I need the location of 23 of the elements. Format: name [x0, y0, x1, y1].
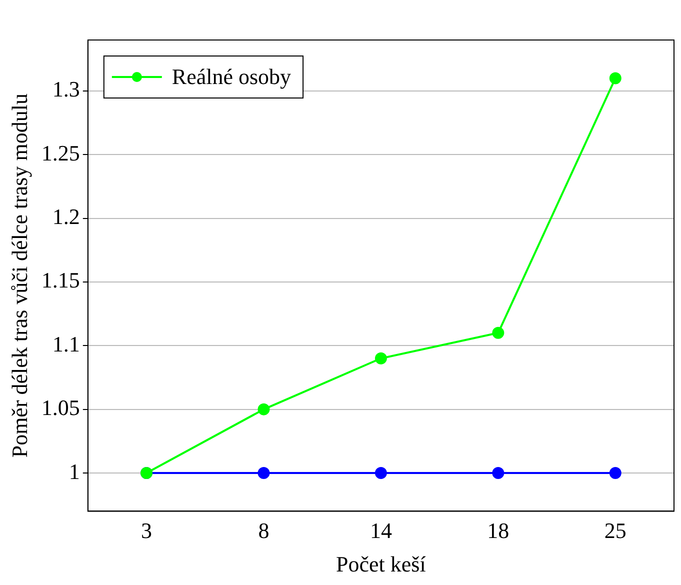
point [609, 466, 622, 479]
point [492, 466, 504, 479]
y-axis-title: Poměr délek tras vůči délce trasy modulu [6, 94, 32, 458]
point [258, 466, 270, 479]
x-tick-label: 3 [141, 518, 152, 544]
y-tick-label: 1.25 [41, 140, 80, 166]
y-tick-label: 1.05 [41, 395, 80, 420]
y-tick-label: 1.2 [52, 204, 80, 230]
point [374, 466, 387, 479]
point [492, 326, 504, 339]
x-axis-title: Počet keší [336, 552, 426, 577]
x-tick-label: 14 [370, 518, 392, 544]
y-tick-label: 1 [68, 458, 80, 484]
y-tick-label: 1.1 [52, 331, 80, 356]
y-tick-label: 1.15 [41, 268, 80, 293]
x-tick-label: 25 [604, 518, 626, 544]
point [609, 72, 622, 84]
legend-label: Reálné osoby [172, 64, 292, 89]
point [374, 352, 387, 364]
x-tick-label: 8 [258, 518, 270, 544]
y-tick-label: 1.3 [52, 76, 80, 102]
x-tick-label: 18 [487, 518, 510, 544]
point [258, 403, 270, 416]
